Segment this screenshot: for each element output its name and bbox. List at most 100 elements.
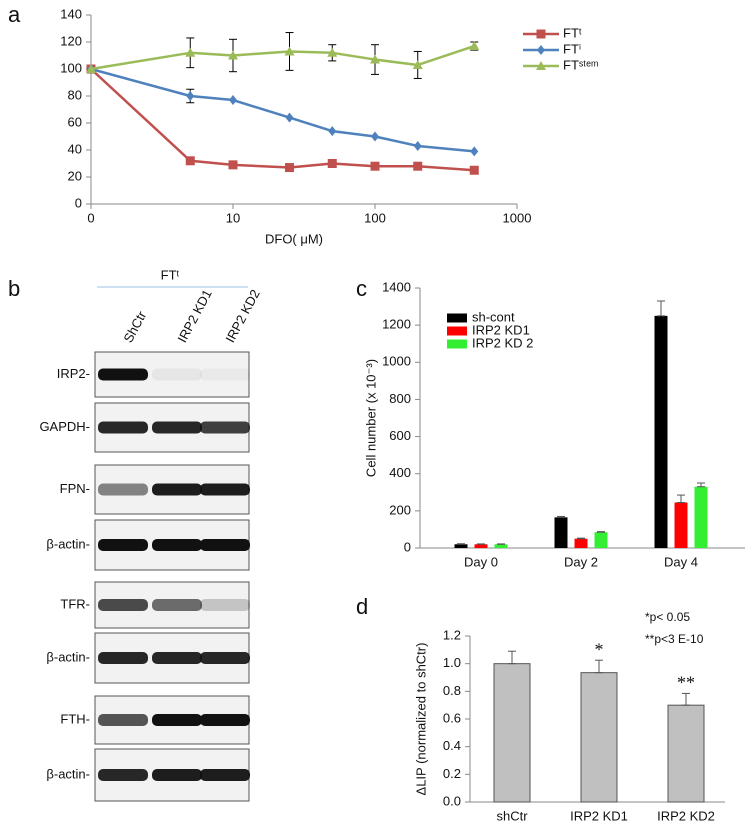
error-bar [508,650,516,665]
blot-box [94,351,250,398]
band [152,652,202,664]
note: **p<3 E-10 [645,632,704,646]
x-axis-label: DFO( μM) [265,231,323,246]
y-tick-label: 1200 [382,317,411,332]
row-label: FTH- [60,711,90,726]
bar [654,315,668,548]
error-bar [557,515,565,518]
y-tick-label: 0.4 [443,738,461,753]
legend-label: FTˢᵗᵉᵐ [563,57,598,72]
error-bar [577,537,585,540]
x-tick-label: 10 [226,210,240,225]
band [152,714,202,726]
y-tick-label: 140 [60,6,82,21]
western-blot: FTᵗ ShCtr IRP2 KD1 IRP2 KD2 IRP2- GAPDH- FPN-… [39,267,263,802]
band [98,599,148,611]
marker [229,95,237,106]
marker [469,41,480,51]
marker [413,161,423,171]
bar [694,486,708,548]
marker [370,161,380,171]
significance: ** [677,673,695,693]
blot-group: FTᵗ [161,267,180,282]
band [200,483,250,496]
x-tick-label: Day 2 [564,554,598,569]
row-label: GAPDH- [39,419,90,434]
y-tick-label: 0 [404,539,411,554]
marker [469,165,479,175]
y-tick-label: 1400 [382,279,411,294]
marker [537,45,545,55]
legend-swatch [447,339,467,349]
y-tick-label: 0.8 [443,683,461,698]
y-tick-label: 1.2 [443,627,461,642]
marker [328,126,337,137]
bar [494,544,508,548]
panel-letter: c [356,276,367,301]
marker [185,156,195,166]
band [200,368,250,381]
band [200,539,250,551]
panel-letter: d [356,594,368,619]
x-tick-label: 0 [87,210,94,225]
y-tick-label: 1.0 [443,655,461,670]
band [200,769,250,781]
band [98,714,148,726]
error-bar [457,543,465,545]
marker [285,112,294,123]
legend-swatch [447,313,467,323]
band [98,421,148,434]
y-tick-label: 0 [75,195,82,210]
legend-label: IRP2 KD 2 [472,335,533,350]
marker [412,59,423,69]
bar [674,502,688,548]
marker [284,46,295,56]
y-tick-label: 60 [68,114,82,129]
x-tick-label: Day 4 [664,554,698,569]
marker [186,91,195,101]
bar [574,538,588,548]
lane-label: IRP2 KD1 [174,287,214,345]
panel-letter: b [8,276,20,301]
marker [185,47,196,57]
y-tick-label: 100 [60,60,82,75]
y-tick-label: 80 [68,87,82,102]
y-tick-label: 20 [68,168,82,183]
marker [470,146,479,157]
marker [371,131,379,142]
band [98,483,148,496]
band [152,769,202,781]
x-tick-label: IRP2 KD1 [570,808,628,823]
error-bar [697,482,705,488]
band [98,652,148,664]
x-tick-label: 100 [364,210,386,225]
marker [327,47,338,57]
series-line [90,44,475,71]
bar [493,663,531,803]
marker [228,160,238,170]
lane-label: ShCtr [120,308,149,345]
y-tick-label: 1000 [382,354,411,369]
band [152,368,202,381]
marker [327,159,337,168]
note: *p< 0.05 [645,610,690,624]
y-axis-label: ΔLIP (normalized to shCtr) [413,643,428,796]
y-tick-label: 0.6 [443,710,461,725]
x-tick-label: Day 0 [464,554,498,569]
y-tick-label: 40 [68,141,82,156]
error-bar [677,494,685,503]
y-tick-label: 600 [389,428,411,443]
band [98,368,148,381]
legend-label: FTᵗ [563,25,582,40]
error-bar [597,531,605,533]
band [200,599,250,611]
error-bar [682,692,690,706]
marker [370,54,380,64]
bar [667,704,705,803]
band [152,483,202,496]
y-axis-label: Cell number (x 10⁻³) [363,359,378,477]
marker [86,64,96,73]
band [98,769,148,781]
bar [580,672,618,803]
series-line [90,68,475,172]
